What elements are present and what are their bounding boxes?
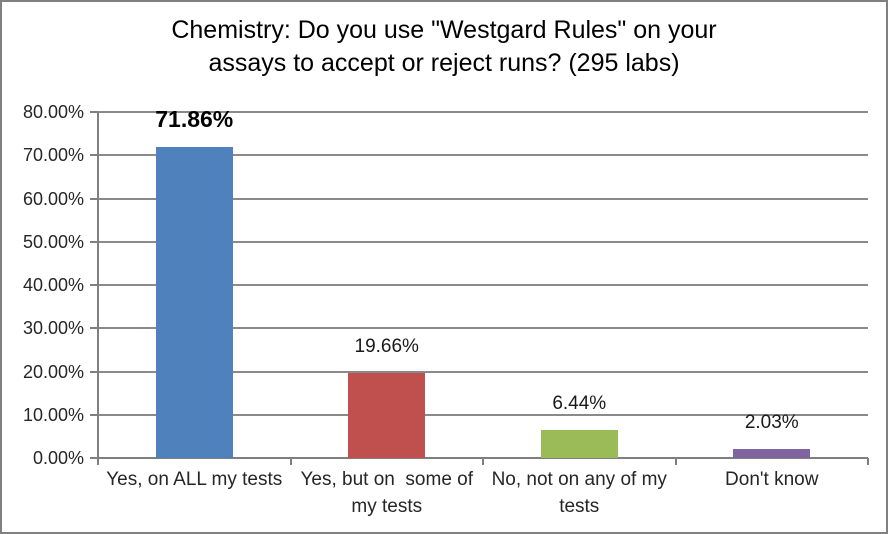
y-tick-label: 50.00% [22,231,84,252]
chart-title-line2: assays to accept or reject runs? (295 la… [208,49,680,77]
gridline [98,240,868,243]
gridline [98,327,868,330]
gridline [98,111,868,113]
bar-value-label: 19.66% [354,335,419,357]
bar [540,430,618,458]
x-tick [867,458,869,465]
bar [155,147,233,458]
y-tick [90,154,98,157]
y-tick-label: 70.00% [22,145,84,166]
y-tick-label: 10.00% [22,404,84,425]
bar [733,449,811,458]
y-tick-label: 20.00% [22,361,84,382]
gridline [98,154,868,157]
y-tick-label: 40.00% [22,275,84,295]
gridline [98,197,868,200]
y-tick-label: 80.00% [22,102,84,122]
bar-value-label: 71.86% [155,106,234,133]
y-tick [90,111,98,113]
y-tick [90,370,98,373]
x-category-label: Don't know [725,469,819,490]
bar [348,372,426,458]
x-tick [482,458,484,465]
y-tick-label: 0.00% [32,448,84,468]
chart-title-line1: Chemistry: Do you use "Westgard Rules" o… [171,16,717,44]
bar-value-label: 2.03% [744,412,799,434]
gridline [98,370,868,373]
gridline [98,284,868,286]
x-tick [289,458,292,465]
bar-value-label: 6.44% [552,393,607,415]
y-tick [90,197,98,200]
x-category-label: Yes, on ALL my tests [106,469,283,490]
y-tick-label: 60.00% [22,188,84,209]
y-axis [97,112,99,465]
chart-title: Chemistry: Do you use "Westgard Rules" o… [2,14,886,80]
y-tick [90,240,98,243]
y-tick [90,413,98,416]
gridline [98,413,868,416]
y-tick-label: 30.00% [22,318,84,339]
x-category-label: Yes, but on some of my tests [300,469,479,517]
x-tick [97,458,99,465]
y-tick [90,457,98,459]
x-category-label: No, not on any of my tests [491,469,673,517]
y-tick [90,284,98,286]
y-tick [90,327,98,330]
x-tick [674,458,677,465]
